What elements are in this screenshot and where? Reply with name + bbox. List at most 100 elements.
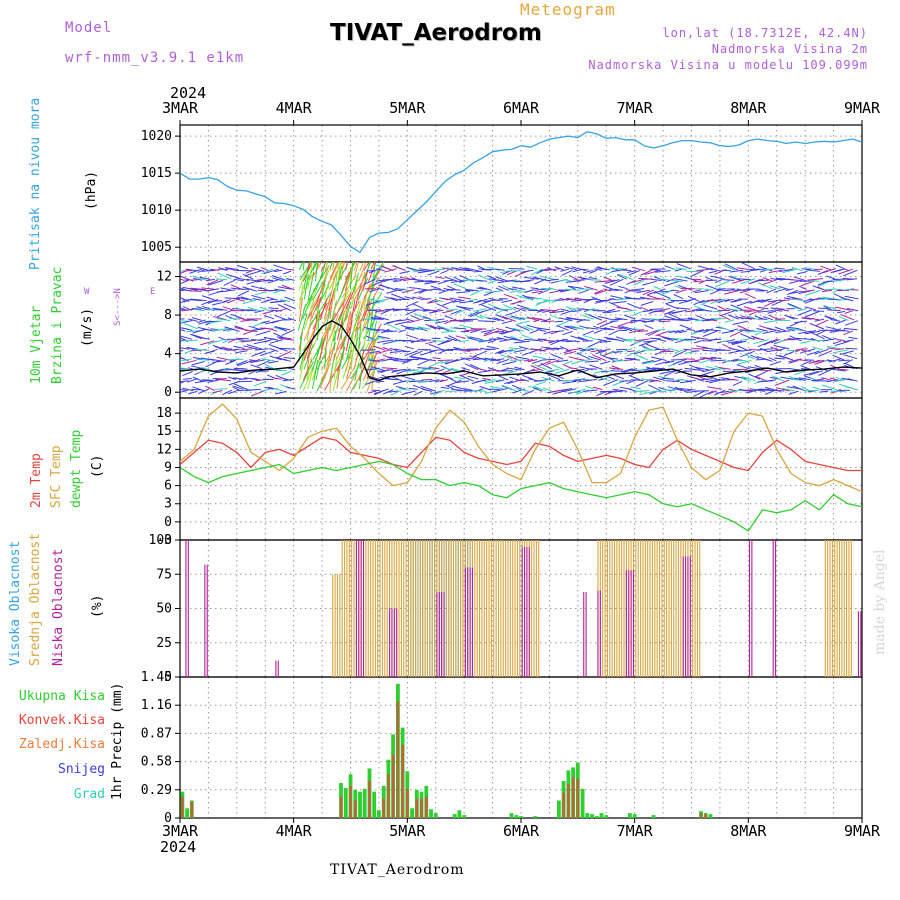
wind-arrow (487, 317, 500, 321)
wind-arrow (442, 310, 454, 314)
wind-arrow (506, 270, 517, 276)
wind-arrow (320, 262, 327, 272)
wind-arrow (467, 278, 483, 282)
wind-arrow (845, 347, 858, 350)
wind-arrow (730, 308, 747, 312)
wind-arrow (212, 307, 228, 311)
wind-arrow (303, 342, 311, 361)
wind-arrow (800, 348, 816, 354)
wind-arrow (546, 267, 557, 272)
wind-arrow (740, 350, 755, 358)
wind-arrow (833, 349, 849, 354)
wind-arrow (763, 338, 778, 346)
wind-arrow (825, 315, 837, 321)
wind-arrow (512, 327, 525, 332)
wind-arrow (685, 380, 696, 382)
wind-arrow (624, 359, 633, 361)
wind-arrow (250, 267, 265, 272)
wind-arrow (240, 348, 253, 351)
wind-arrow (440, 360, 450, 364)
wind-arrow (257, 338, 267, 341)
wind-arrow (839, 350, 854, 355)
wind-arrow (838, 315, 849, 321)
wind-arrow (736, 267, 748, 270)
wind-arrow (520, 279, 534, 283)
wind-arrow (264, 386, 274, 390)
wind-arrow (215, 278, 228, 281)
wind-arrow (579, 268, 589, 271)
wind-arrow (769, 285, 781, 290)
wind-arrow (647, 290, 657, 296)
wind-arrow (606, 368, 616, 373)
wind-arrow (570, 335, 585, 341)
wind-arrow (427, 300, 440, 304)
wind-arrow (180, 289, 181, 291)
wind-arrow (727, 340, 739, 344)
wind-arrow (346, 358, 353, 380)
wind-arrow (606, 310, 621, 314)
wind-arrow (259, 370, 269, 372)
wind-arrow (584, 360, 599, 363)
wind-arrow (632, 309, 645, 317)
wind-arrow (531, 290, 543, 294)
wind-arrow (608, 330, 619, 336)
wind-arrow (714, 280, 730, 288)
wind-arrow (808, 359, 825, 364)
wind-arrow (349, 262, 354, 290)
wind-arrow (594, 289, 603, 294)
wind-arrow (705, 284, 717, 290)
wind-arrow (442, 297, 454, 301)
y-tick-label: 25 (156, 636, 172, 651)
wind-arrow (341, 262, 346, 271)
wind-arrow (502, 304, 517, 311)
wind-arrow (773, 288, 787, 293)
wind-arrow (596, 320, 607, 326)
wind-arrow (196, 306, 210, 311)
wind-arrow (593, 329, 603, 334)
wind-arrow (224, 297, 241, 300)
wind-arrow (180, 335, 193, 340)
x-tick-label-top: 6MAR (503, 99, 540, 117)
wind-arrow (642, 289, 655, 296)
wind-arrow (180, 279, 190, 285)
wind-arrow (238, 380, 253, 383)
wind-arrow (424, 280, 440, 285)
wind-arrow (222, 299, 231, 303)
wind-arrow (808, 370, 824, 376)
wind-arrow (436, 325, 450, 332)
wind-arrow (649, 379, 662, 382)
wind-arrow (229, 317, 240, 320)
wind-arrow (710, 275, 725, 280)
wind-arrow (768, 357, 777, 362)
wind-arrow (774, 326, 786, 332)
wind-arrow (324, 281, 330, 301)
wind-arrow (708, 338, 722, 341)
wind-arrow (190, 287, 207, 291)
wind-arrow (818, 350, 833, 357)
wind-arrow (551, 315, 560, 320)
wind-arrow (706, 279, 718, 282)
wind-arrow (354, 301, 362, 321)
wind-arrow (577, 308, 589, 311)
wind-arrow (328, 288, 336, 312)
wind-arrow (432, 389, 445, 396)
wind-arrow (705, 329, 721, 332)
wind-arrow (355, 326, 359, 352)
frozen-precip-label: Zaledj.Kisa (18, 737, 105, 752)
wind-arrow (453, 376, 466, 380)
wind-arrow (804, 306, 816, 311)
wind-arrow (652, 310, 665, 313)
wind-arrow (767, 349, 778, 353)
wind-arrow (677, 379, 688, 381)
total-precip-bar (362, 788, 367, 818)
wind-arrow (565, 297, 577, 301)
wind-arrow (260, 320, 270, 324)
wind-arrow (269, 339, 284, 344)
wind-arrow (274, 288, 286, 292)
wind-arrow (692, 289, 702, 293)
wind-arrow (792, 297, 803, 300)
wind-arrow (747, 366, 760, 370)
wind-arrow (508, 288, 517, 290)
wind-arrow (395, 357, 411, 362)
wind-arrow (781, 387, 795, 392)
